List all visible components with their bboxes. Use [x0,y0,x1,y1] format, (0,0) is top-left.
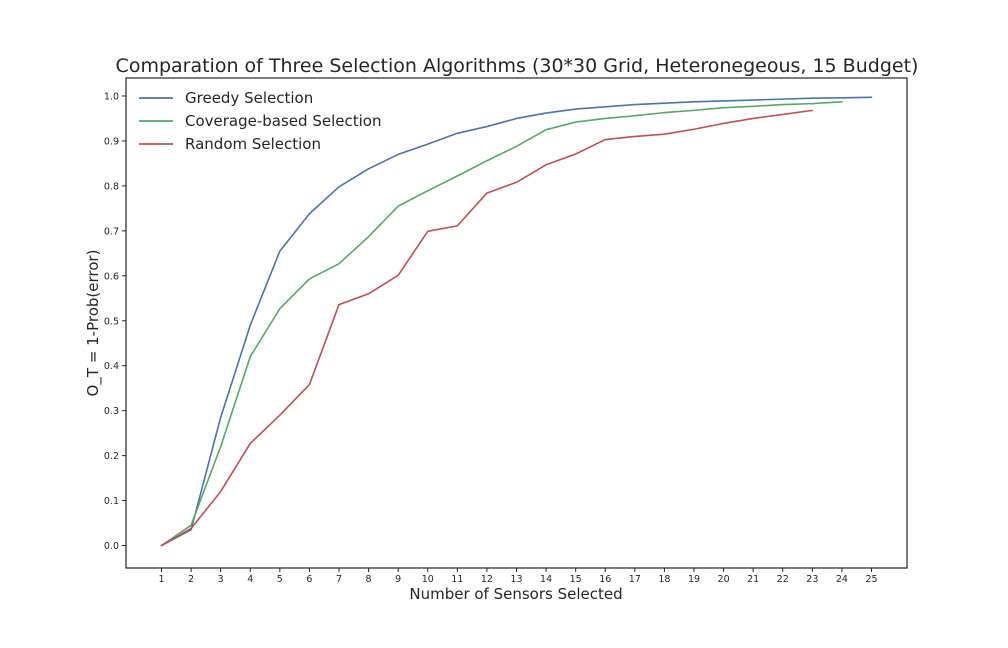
x-tick-label: 1 [158,574,164,585]
x-tick-label: 9 [395,574,401,585]
legend-label-1: Coverage-based Selection [185,112,381,130]
x-tick-label: 23 [806,574,818,585]
x-tick-label: 10 [422,574,434,585]
x-tick-label: 24 [836,574,848,585]
x-tick-label: 11 [451,574,463,585]
x-tick-label: 12 [481,574,493,585]
series-layer [160,96,873,547]
y-axis-label: O_T = 1-Prob(error) [84,250,103,397]
y-tick-label: 0.4 [104,361,119,372]
x-tick-label: 15 [570,574,582,585]
x-tick-label: 2 [188,574,194,585]
x-tick-label: 22 [777,574,789,585]
y-tick-label: 0.0 [104,541,119,552]
y-axis: 0.0 0.1 0.2 0.3 0.4 0.5 0.6 0.7 0.8 0.9 1.0 [104,91,126,552]
x-tick-label: 7 [336,574,342,585]
y-tick-label: 0.2 [104,451,119,462]
y-tick-label: 0.5 [104,316,119,327]
series-line-0 [160,96,873,547]
x-tick-label: 25 [865,574,877,585]
x-tick-label: 17 [629,574,641,585]
legend: Greedy Selection Coverage-based Selection… [139,89,381,153]
x-tick-label: 18 [658,574,670,585]
y-tick-label: 0.6 [104,271,119,282]
x-tick-label: 4 [247,574,253,585]
legend-label-2: Random Selection [185,135,321,153]
y-tick-label: 0.8 [104,181,119,192]
x-tick-label: 6 [306,574,312,585]
plot-area [125,77,908,569]
x-axis-label: Number of Sensors Selected [409,585,622,603]
legend-label-0: Greedy Selection [185,89,313,107]
x-tick-label: 16 [599,574,611,585]
x-tick-label: 19 [688,574,700,585]
x-tick-label: 21 [747,574,759,585]
x-axis: 1 2 3 4 5 6 7 8 9 10 11 12 13 14 15 16 17 18 19 20 21 22 23 24 2… [158,568,878,585]
series-line-1 [160,101,843,547]
y-tick-label: 0.3 [104,406,119,417]
y-tick-label: 0.7 [104,226,119,237]
series-line-2 [160,109,814,547]
x-tick-label: 14 [540,574,552,585]
x-tick-label: 13 [510,574,522,585]
y-tick-label: 0.1 [104,496,119,507]
chart-title: Comparation of Three Selection Algorithm… [116,55,919,77]
y-tick-label: 1.0 [104,91,119,102]
x-tick-label: 5 [277,574,283,585]
x-tick-label: 20 [718,574,730,585]
x-tick-label: 8 [366,574,372,585]
x-tick-label: 3 [218,574,224,585]
y-tick-label: 0.9 [104,136,119,147]
